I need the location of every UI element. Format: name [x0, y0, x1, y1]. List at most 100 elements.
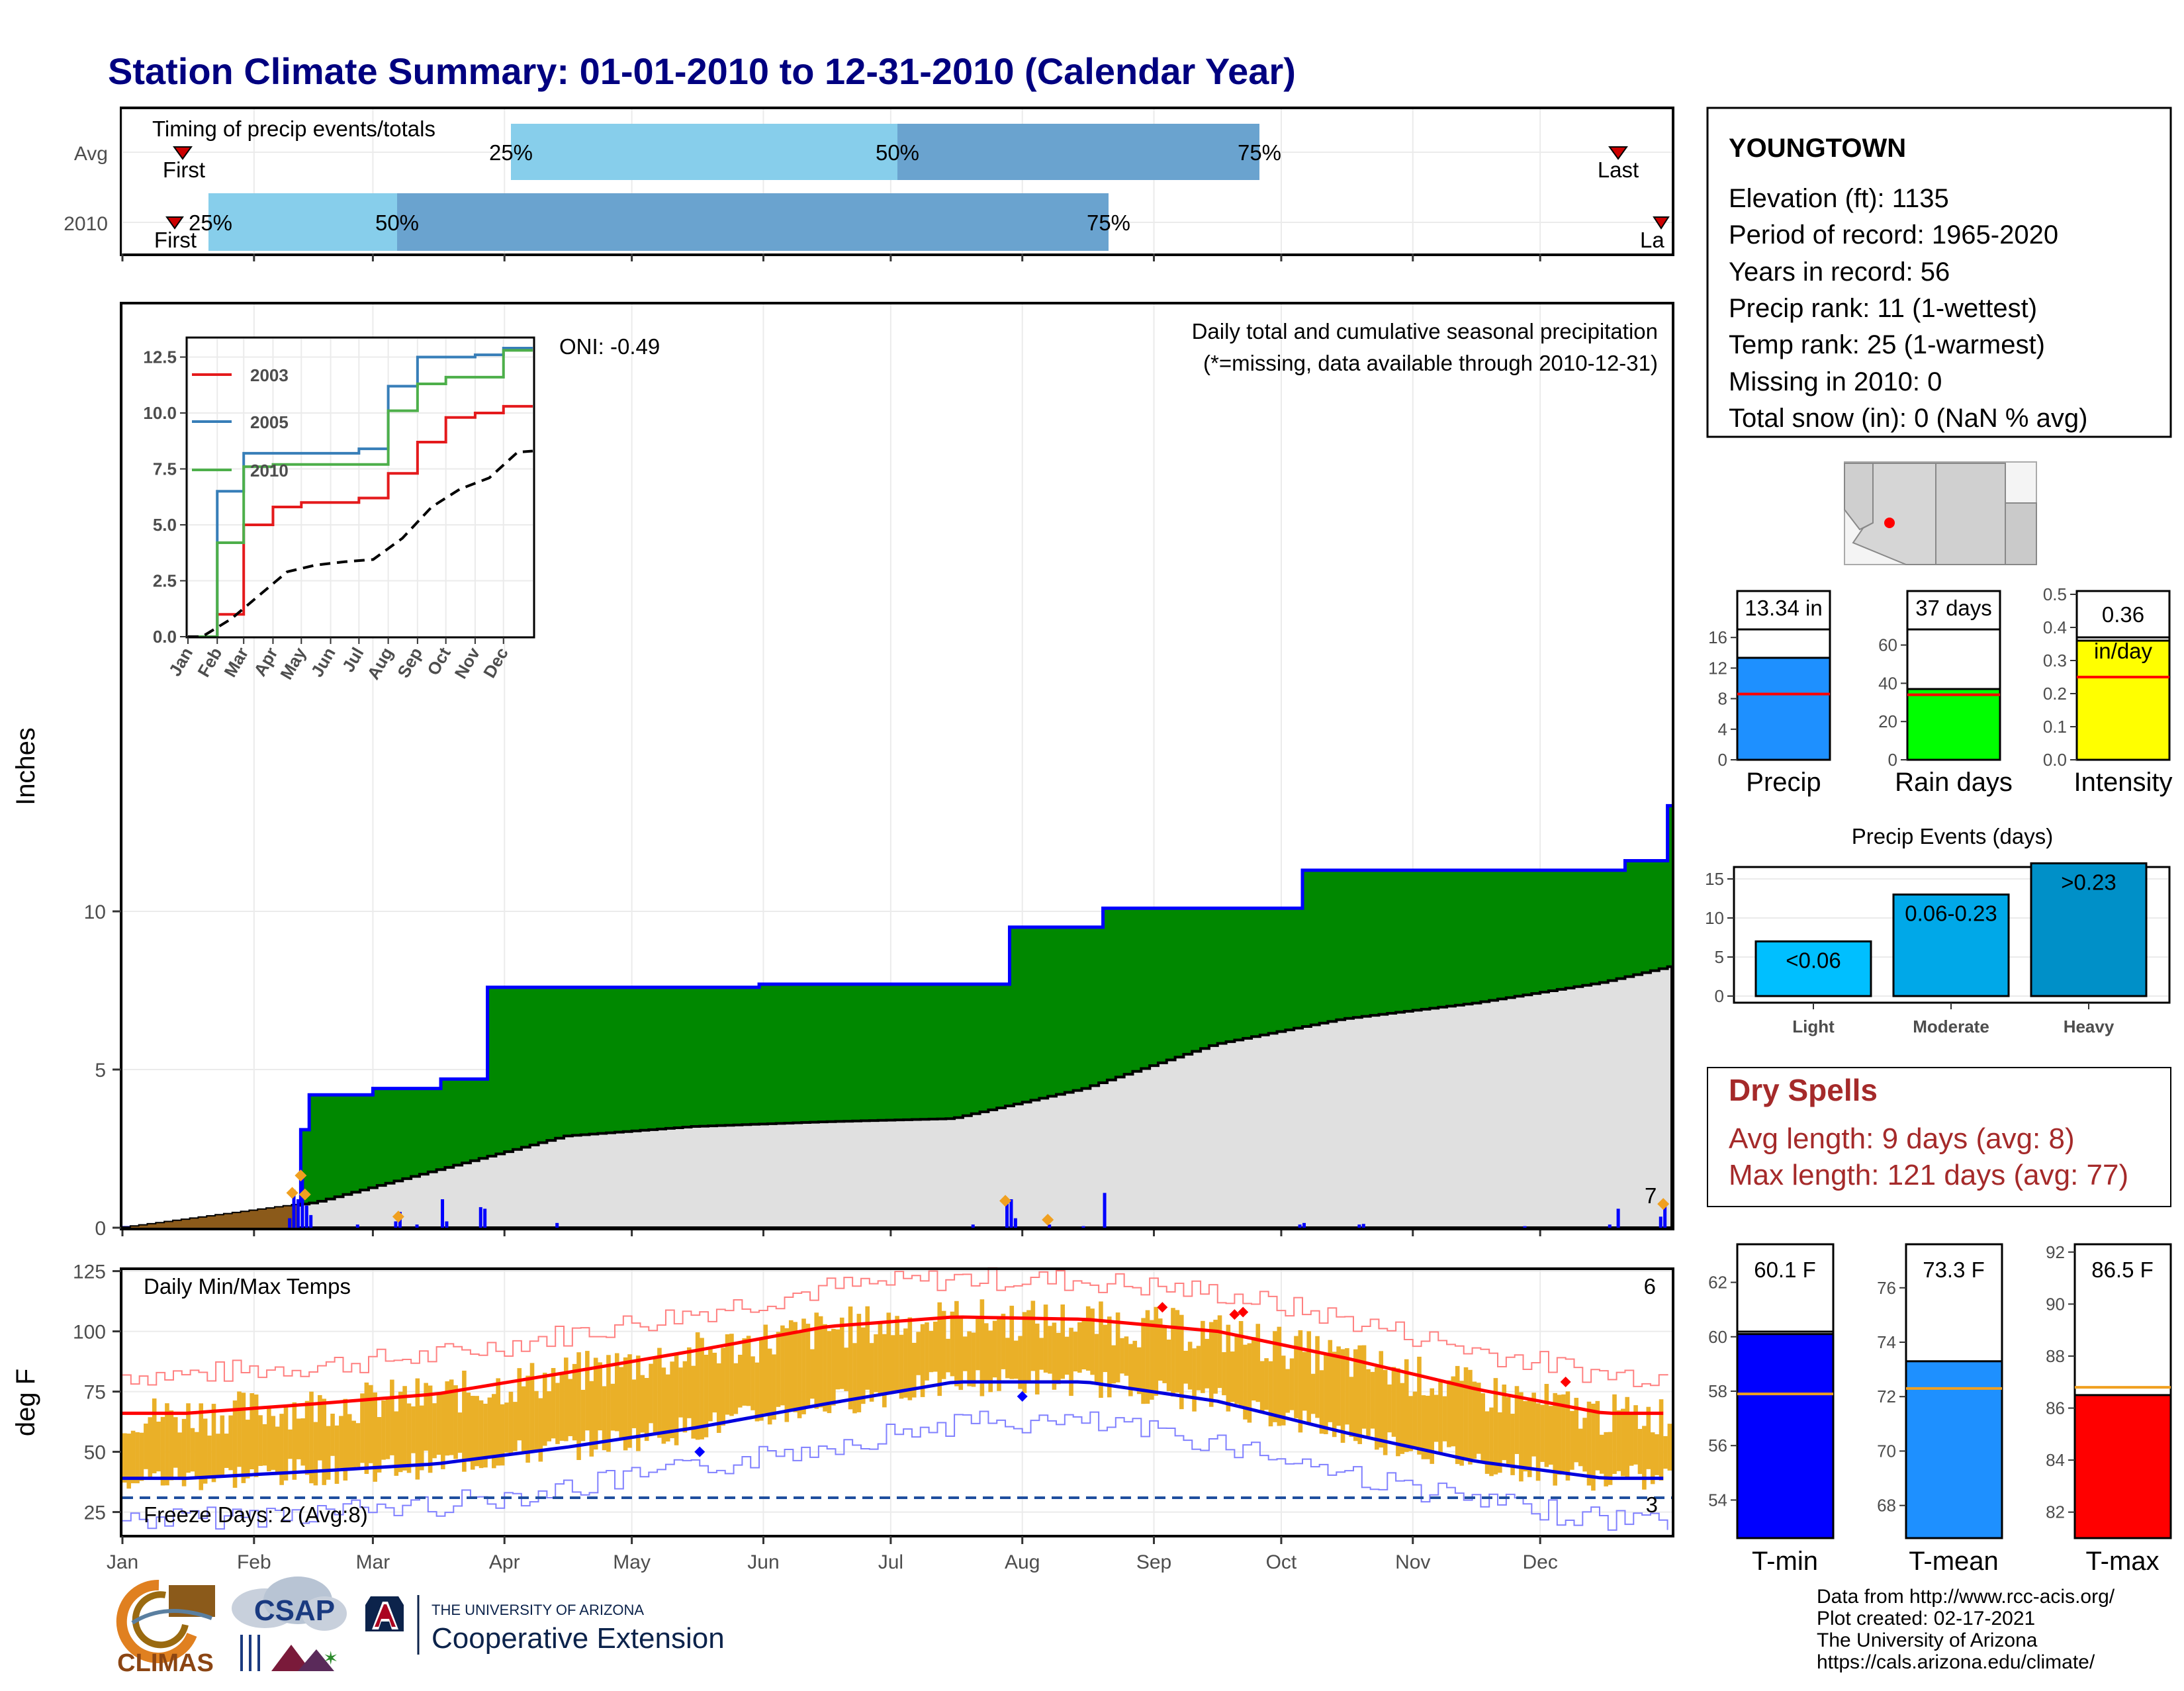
daily-temp-bar	[1357, 1345, 1362, 1444]
daily-temp-bar	[1391, 1367, 1396, 1437]
daily-temp-bar	[1273, 1331, 1277, 1422]
daily-precip-bar	[555, 1222, 559, 1228]
cumulative-2010-line	[122, 803, 1672, 1230]
daily-temp-bar	[211, 1404, 216, 1483]
stat-ytick: 90	[2046, 1294, 2065, 1314]
daily-temp-bar	[1154, 1306, 1159, 1396]
y2010-q50-label: 50%	[375, 210, 419, 235]
daily-temp-bar	[1489, 1407, 1494, 1477]
daily-temp-bar	[754, 1362, 760, 1422]
daily-precip-bar	[288, 1218, 292, 1228]
daily-temp-bar	[1629, 1413, 1634, 1466]
stat-ytick: 0	[1718, 750, 1727, 770]
daily-temp-bar	[351, 1420, 356, 1469]
station-name: YOUNGTOWN	[1729, 134, 1906, 163]
precip-events-chart: Precip Events (days) <0.06 0.06-0.23 >0.23…	[1705, 824, 2171, 1036]
dry-spells-avg: Avg length: 9 days (avg: 8)	[1729, 1122, 2075, 1155]
daily-temp-bar	[1277, 1326, 1282, 1426]
temp-ytick: 50	[84, 1442, 106, 1464]
daily-temp-bar	[1310, 1373, 1316, 1414]
avg-first-marker	[173, 146, 193, 160]
daily-temp-bar	[1243, 1344, 1248, 1420]
daily-temp-bar	[823, 1324, 827, 1412]
daily-temp-bar	[1179, 1314, 1184, 1410]
record-high-mark	[1238, 1306, 1249, 1318]
daily-temp-bar	[674, 1352, 679, 1445]
daily-temp-bar	[1094, 1334, 1099, 1383]
daily-temp-bar	[1612, 1394, 1617, 1475]
rain-days-label: 37 days	[1915, 596, 1992, 620]
temp-ytick: 75	[84, 1382, 106, 1404]
daily-temp-bar	[1056, 1332, 1061, 1385]
daily-temp-bar	[941, 1310, 946, 1379]
daily-temp-bar	[1340, 1349, 1345, 1443]
daily-temp-bar	[360, 1393, 365, 1463]
daily-temp-bar	[1183, 1350, 1189, 1384]
daily-temp-bar	[1069, 1328, 1073, 1396]
daily-temp-bar	[763, 1324, 768, 1414]
daily-temp-bar	[827, 1331, 832, 1414]
dry-spells-title: Dry Spells	[1729, 1073, 1878, 1107]
daily-temp-bar	[670, 1361, 674, 1439]
daily-temp-bar	[1034, 1323, 1040, 1394]
daily-temp-bar	[232, 1400, 238, 1488]
daily-temp-bar	[962, 1336, 968, 1371]
daily-temp-bar	[228, 1415, 233, 1471]
daily-temp-bar	[470, 1396, 475, 1470]
daily-temp-bar	[958, 1318, 964, 1391]
y2010-q75-label: 75%	[1087, 210, 1130, 235]
temp-panel-title: Daily Min/Max Temps	[144, 1274, 351, 1299]
daily-temp-bar	[818, 1316, 823, 1408]
station-line-4: Precip rank: 11 (1-wettest)	[1729, 294, 2037, 323]
daily-temp-bar	[1222, 1352, 1226, 1396]
daily-precip-bar	[441, 1199, 445, 1228]
daily-temp-bar	[657, 1348, 662, 1438]
daily-precip-bar	[1013, 1218, 1017, 1228]
daily-temp-bar	[364, 1382, 369, 1475]
avg-q50-label: 50%	[876, 140, 919, 165]
temp-ytick: 100	[73, 1322, 106, 1344]
daily-temp-bar	[139, 1432, 144, 1481]
daily-temp-bar	[1175, 1310, 1180, 1393]
daily-temp-bar	[262, 1424, 267, 1466]
daily-temp-bar	[1005, 1338, 1010, 1379]
precip-event-bar	[2030, 862, 2148, 997]
y2010-first-marker	[165, 216, 184, 230]
daily-temp-bar	[1115, 1312, 1120, 1383]
daily-temp-bar	[1523, 1400, 1528, 1472]
daily-temp-bar	[258, 1415, 263, 1466]
stat-ytick: 16	[1708, 627, 1727, 647]
y2010-first-label: First	[154, 228, 197, 252]
daily-temp-bar	[1064, 1336, 1069, 1375]
daily-temp-bar	[368, 1385, 373, 1463]
daily-temp-bar	[665, 1374, 670, 1442]
temp-panel: 25 50 75 100 125 deg F Daily Min/Max Temps F…	[11, 1261, 1674, 1573]
daily-temp-bar	[729, 1334, 734, 1416]
daily-temp-bar	[1009, 1305, 1015, 1379]
daily-temp-bar	[1463, 1367, 1469, 1460]
daily-temp-bar	[1285, 1369, 1290, 1413]
daily-temp-bar	[181, 1418, 187, 1486]
daily-temp-bar	[313, 1422, 318, 1486]
daily-temp-bar	[491, 1394, 496, 1469]
daily-temp-bar	[950, 1311, 955, 1377]
daily-temp-bar	[848, 1306, 853, 1410]
daily-temp-bar	[704, 1354, 709, 1438]
daily-precip-bar	[1302, 1222, 1306, 1228]
daily-temp-bar	[462, 1370, 467, 1472]
daily-temp-bar	[1459, 1381, 1464, 1466]
stat-ytick: 74	[1877, 1332, 1896, 1352]
record-low-line	[122, 1410, 1668, 1531]
daily-temp-bar	[860, 1327, 866, 1404]
inset-line-2010	[188, 349, 533, 638]
precip-end-label: 7	[1645, 1183, 1657, 1208]
daily-temp-bar	[1158, 1318, 1163, 1381]
daily-temp-bar	[1544, 1383, 1549, 1467]
daily-temp-bar	[304, 1400, 310, 1475]
avg-first-label: First	[163, 158, 205, 182]
station-line-3: Years in record: 56	[1729, 257, 1950, 287]
daily-temp-bar	[1650, 1432, 1655, 1485]
stat-ytick: 60	[1708, 1327, 1727, 1347]
credit-line-2: Plot created: 02-17-2021	[1817, 1608, 2035, 1629]
